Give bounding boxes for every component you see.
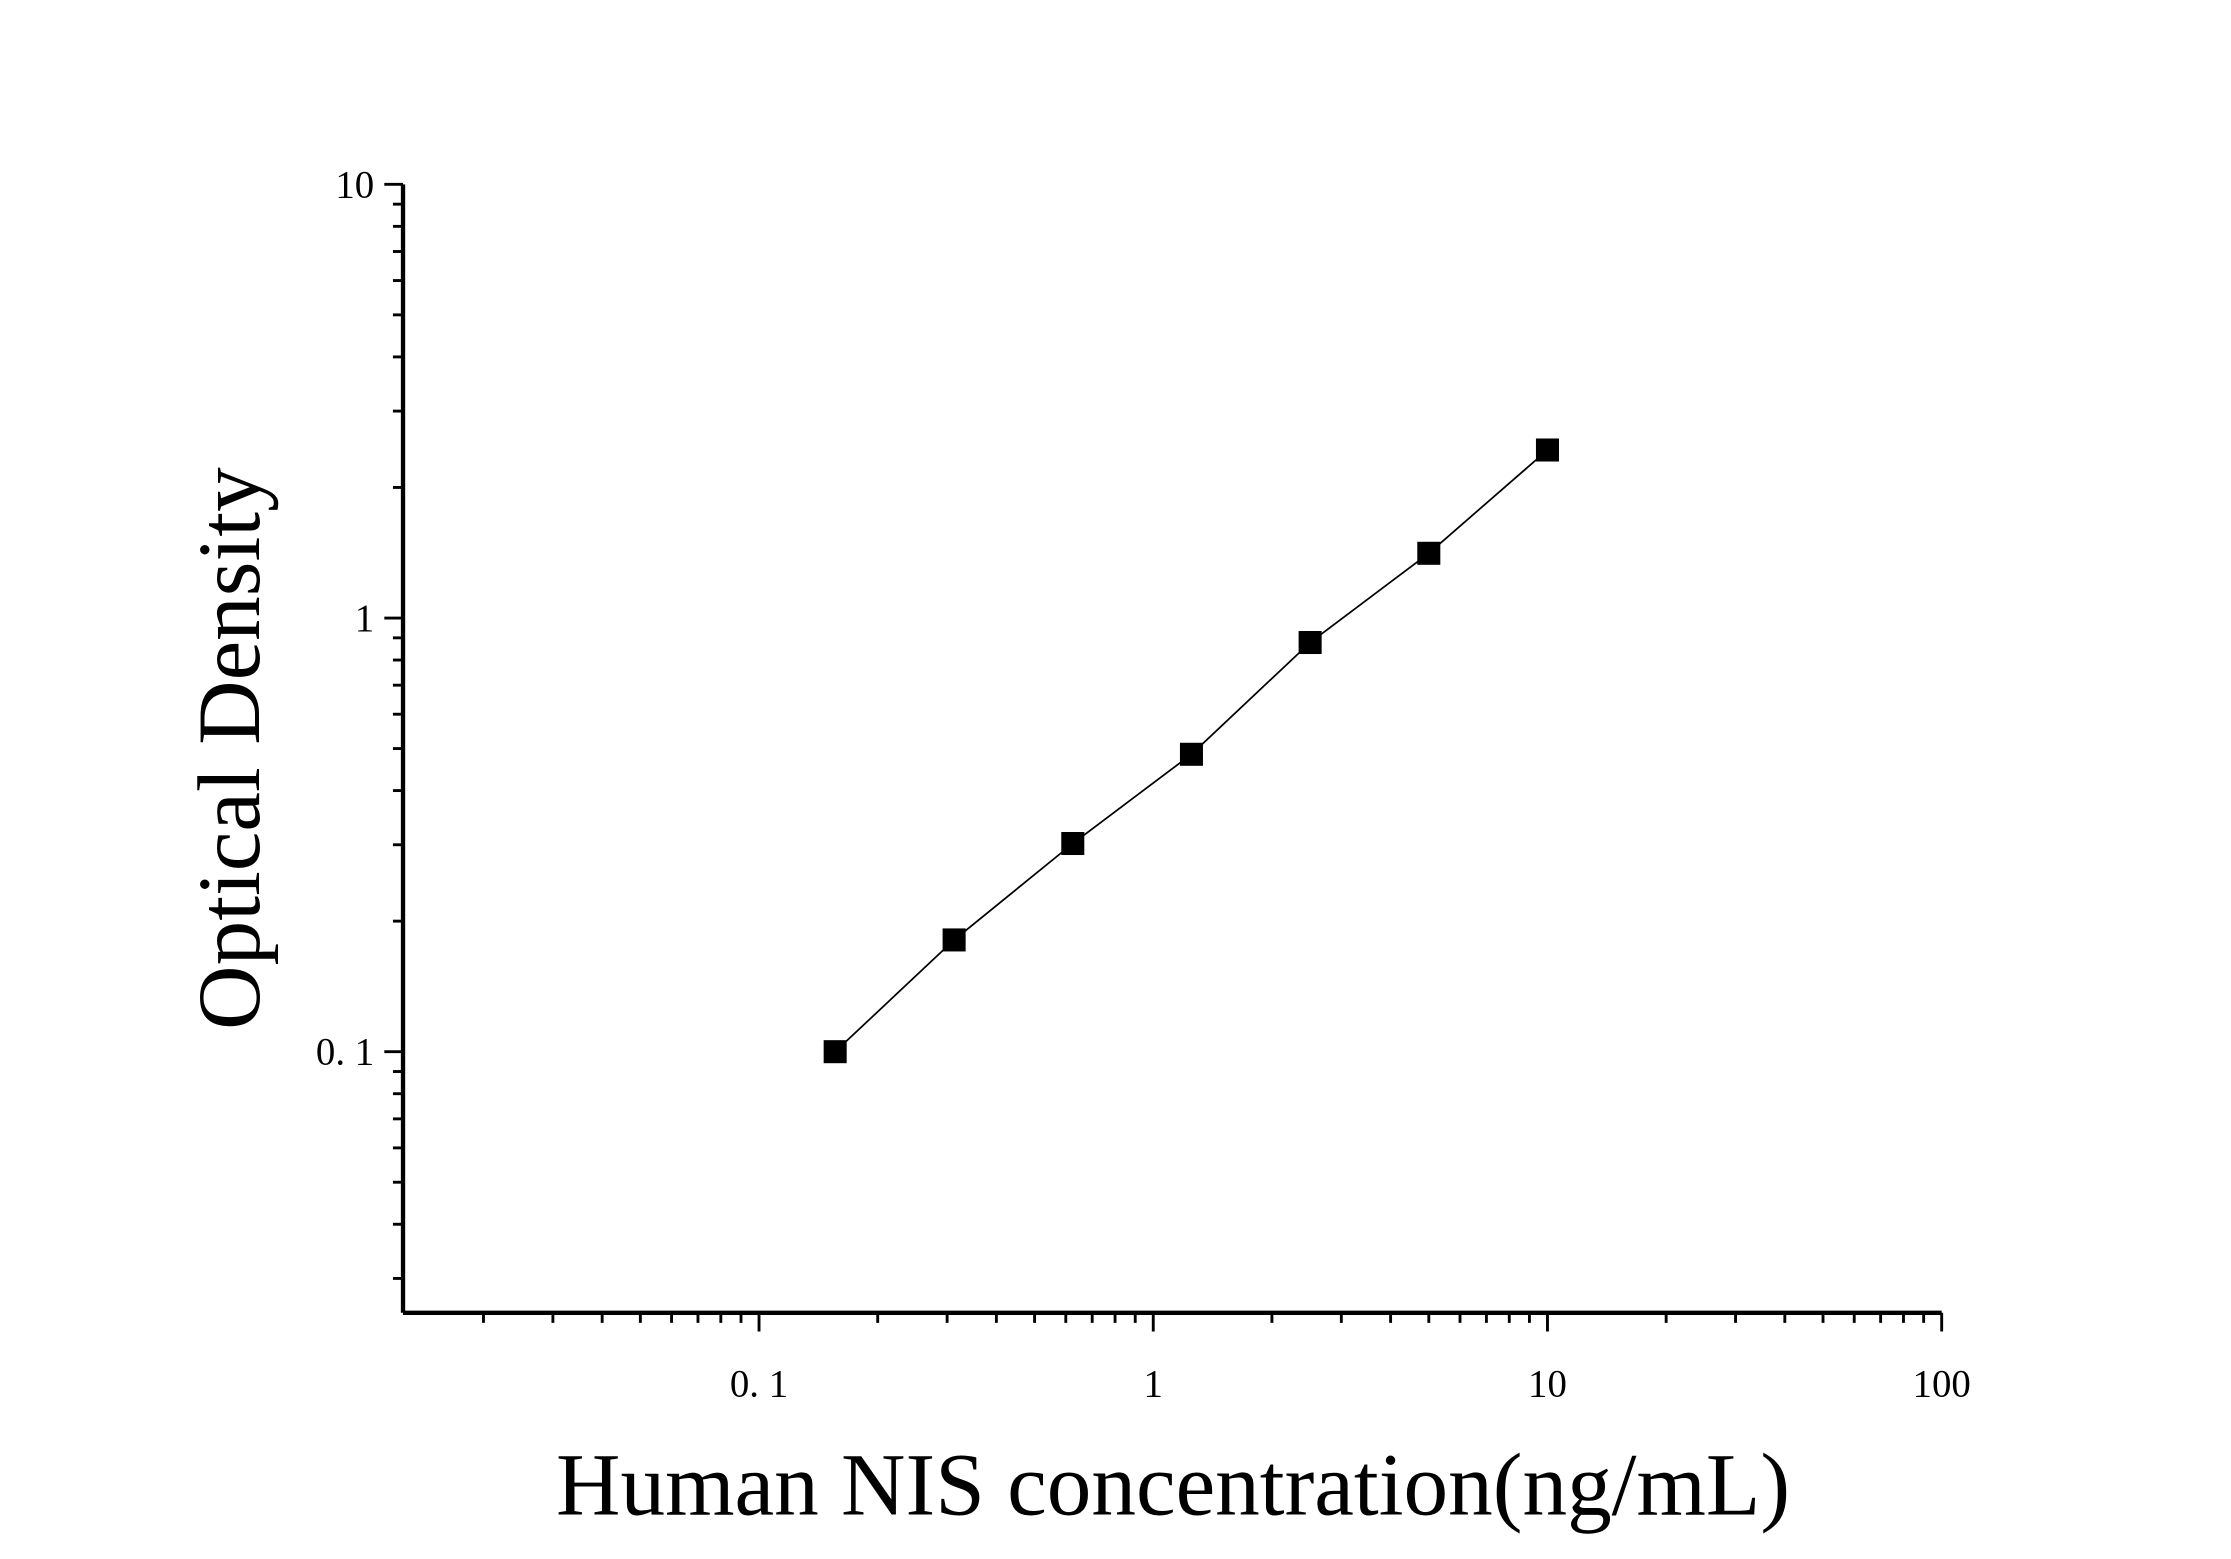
x-axis-label: Human NIS concentration(ng/mL): [556, 1435, 1790, 1534]
y-tick-label: 10: [335, 163, 374, 206]
data-point: [1298, 630, 1322, 655]
x-tick-label: 0. 1: [730, 1362, 788, 1405]
x-tick-label: 1: [1144, 1362, 1163, 1405]
x-tick-label: 100: [1913, 1362, 1971, 1405]
y-tick-label: 0. 1: [316, 1031, 374, 1074]
y-axis-label: Optical Density: [180, 467, 279, 1030]
data-point: [942, 928, 966, 952]
data-point: [823, 1040, 847, 1064]
data-point: [1179, 742, 1203, 766]
data-point: [1535, 438, 1559, 462]
data-point: [1061, 831, 1085, 856]
data-point: [1417, 541, 1441, 565]
x-tick-label: 10: [1528, 1362, 1567, 1405]
y-tick-label: 1: [355, 597, 374, 640]
